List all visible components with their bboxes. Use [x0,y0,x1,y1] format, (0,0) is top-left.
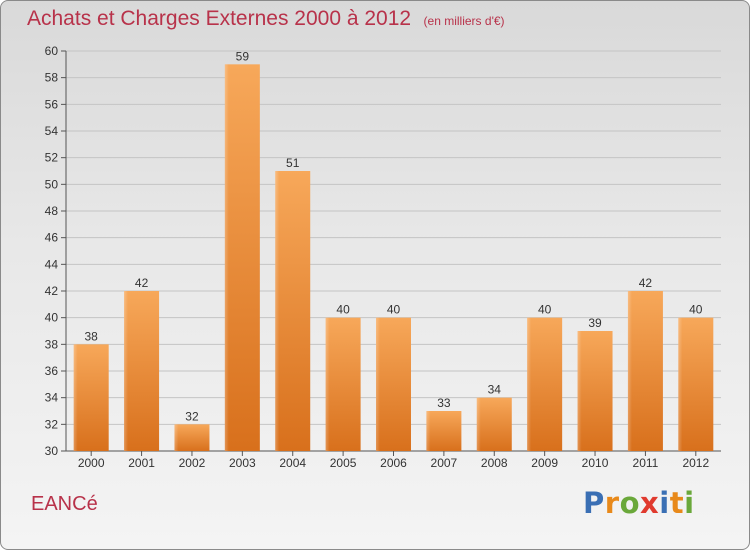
data-label: 51 [286,156,300,170]
bar-highlight [527,317,532,451]
bar-2011 [627,291,663,451]
x-tick-label: 2010 [582,456,609,470]
chart-title-unit: (en milliers d'€) [423,14,505,28]
y-tick-label: 44 [45,257,59,271]
x-tick-label: 2008 [481,456,508,470]
bar-2009 [527,317,563,451]
bar-highlight [124,291,129,451]
x-tick-label: 2012 [682,456,709,470]
bar-2004 [275,171,311,451]
bar-2007 [426,411,462,451]
bar-highlight [577,331,582,451]
x-tick-label: 2006 [380,456,407,470]
x-tick-label: 2001 [128,456,155,470]
chart-title: Achats et Charges Externes 2000 à 2012 (… [27,7,505,31]
y-tick-label: 58 [45,71,59,85]
label-layer: 38 42 32 59 51 40 40 33 34 40 39 42 40 [85,49,703,423]
y-tick-label: 56 [45,97,59,111]
bar-2006 [376,317,411,451]
data-label: 40 [387,303,401,317]
chart-title-main: Achats et Charges Externes 2000 à 2012 [27,7,412,30]
y-tick-label: 48 [45,204,59,218]
y-tick-label: 38 [45,337,59,351]
logo-letter: i [684,486,695,520]
logo-letter: P [583,486,605,520]
bar-layer [73,64,714,452]
data-label: 42 [135,276,149,290]
data-label: 38 [85,329,99,343]
data-label: 39 [588,316,602,330]
bar-highlight [678,317,683,451]
y-tick-label: 50 [45,177,59,191]
bar-2003 [224,64,260,452]
bar-highlight [174,424,179,451]
axis-layer: 30 32 34 36 38 40 42 44 46 48 50 52 54 56 58 60 2000 2001… [45,44,721,470]
bar-2000 [73,344,109,451]
x-tick-label: 2003 [229,456,256,470]
y-tick-label: 32 [45,417,59,431]
x-tick-label: 2002 [179,456,206,470]
bar-2012 [678,317,714,451]
proxiti-logo: Proxiti [583,486,695,520]
data-label: 40 [689,303,703,317]
data-label: 40 [538,303,552,317]
logo-letter: o [619,486,641,520]
logo-letter: i [659,486,670,520]
y-tick-label: 36 [45,364,59,378]
y-tick-label: 60 [45,44,59,58]
data-label: 59 [236,49,250,63]
x-tick-label: 2004 [279,456,306,470]
bar-2001 [124,291,160,451]
y-tick-label: 40 [45,311,59,325]
bar-2010 [577,331,613,451]
data-label: 42 [639,276,653,290]
y-tick-label: 30 [45,444,59,458]
commune-name: EANCé [31,493,98,515]
bar-highlight [275,171,280,451]
bar-2005 [325,317,361,451]
bar-highlight [376,317,380,451]
bar-highlight [426,411,431,451]
x-tick-label: 2009 [531,456,558,470]
data-label: 34 [488,383,502,397]
bar-highlight [627,291,632,451]
x-tick-label: 2005 [330,456,357,470]
logo-letter: r [604,486,620,520]
bar-highlight [325,317,330,451]
data-label: 33 [437,396,451,410]
logo-letter: t [669,486,685,520]
data-label: 32 [185,409,199,423]
bar-highlight [224,64,229,452]
x-tick-label: 2007 [431,456,458,470]
bar-2008 [476,397,512,451]
bar-highlight [476,397,481,451]
y-tick-label: 42 [45,284,59,298]
logo-letter: x [640,486,660,520]
x-tick-label: 2000 [78,456,105,470]
y-tick-label: 34 [45,391,59,405]
y-tick-label: 52 [45,151,59,165]
bar-highlight [73,344,78,451]
y-tick-label: 46 [45,231,59,245]
y-tick-label: 54 [45,124,59,138]
bar-2002 [174,424,210,451]
data-label: 40 [336,303,350,317]
x-tick-label: 2011 [633,456,659,470]
